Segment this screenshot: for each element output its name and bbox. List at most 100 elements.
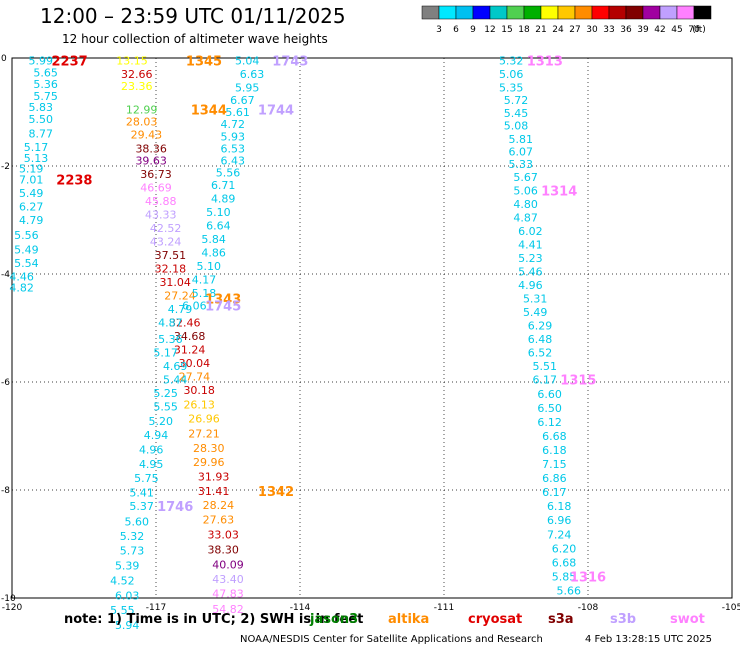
wave-height-point: 5.73: [120, 544, 145, 557]
wave-height-point: 5.94: [115, 619, 140, 632]
wave-height-point: 5.31: [523, 292, 548, 305]
wave-height-point: 5.45: [504, 107, 529, 120]
y-tick-label: -2: [1, 162, 10, 172]
satellite-legend-jason3: jason3: [310, 612, 359, 627]
wave-height-point: 43.40: [212, 573, 244, 586]
wave-height-point: 6.27: [19, 201, 44, 214]
scale-label: (ft): [692, 25, 706, 35]
wave-height-point: 38.36: [135, 143, 167, 156]
orbit-number-label: 1342: [258, 485, 294, 500]
wave-height-point: 5.20: [149, 415, 174, 428]
wave-height-point: 4.82: [9, 282, 34, 295]
wave-height-point: 5.95: [235, 82, 260, 95]
y-tick-label: -10: [1, 594, 16, 604]
wave-height-point: 4.87: [158, 317, 183, 330]
wave-height-point: 6.43: [221, 155, 246, 168]
wave-height-point: 5.35: [499, 82, 524, 95]
wave-height-point: 36.73: [140, 168, 172, 181]
scale-label: 9: [470, 25, 476, 35]
wave-height-point: 54.82: [212, 603, 244, 616]
units-note: note: 1) Time is in UTC; 2) SWH is in fe…: [64, 612, 364, 627]
wave-height-point: 6.17: [533, 373, 558, 386]
wave-height-point: 6.52: [528, 346, 553, 359]
wave-height-point: 5.61: [225, 106, 250, 119]
satellite-legend-s3a: s3a: [548, 612, 574, 627]
wave-height-point: 31.93: [198, 471, 230, 484]
orbit-number-label: 1315: [560, 373, 596, 388]
wave-height-point: 26.96: [188, 413, 220, 426]
wave-height-point: 6.68: [552, 556, 577, 569]
wave-height-point: 38.30: [207, 543, 239, 556]
wave-height-point: 6.96: [547, 514, 572, 527]
wave-height-point: 5.93: [221, 130, 246, 143]
wave-height-point: 7.24: [547, 528, 572, 541]
wave-height-point: 6.18: [542, 444, 567, 457]
wave-height-point: 5.44: [163, 373, 188, 386]
timestamp: 4 Feb 13:28:15 UTC 2025: [585, 634, 712, 645]
wave-height-point: 4.96: [139, 444, 164, 457]
satellite-legend-swot: swot: [670, 612, 705, 627]
wave-height-point: 5.36: [33, 78, 58, 91]
satellite-legend-s3b: s3b: [610, 612, 637, 627]
wave-height-point: 6.86: [542, 472, 567, 485]
wave-height-point: 4.96: [518, 279, 543, 292]
wave-height-point: 4.79: [168, 303, 193, 316]
wave-height-point: 5.17: [24, 141, 49, 154]
wave-height-point: 30.04: [179, 357, 211, 370]
scale-label: 21: [535, 25, 546, 35]
wave-height-point: 47.83: [212, 588, 244, 601]
wave-height-point: 6.02: [518, 225, 543, 238]
wave-height-point: 5.83: [29, 101, 54, 114]
wave-height-point: 6.06: [182, 299, 207, 312]
wave-height-point: 5.75: [33, 90, 58, 103]
wave-height-point: 4.46: [9, 271, 34, 284]
wave-height-point: 5.51: [533, 360, 558, 373]
wave-height-point: 33.03: [207, 528, 239, 541]
wave-height-point: 4.94: [144, 429, 169, 442]
satellite-legend-cryosat: cryosat: [468, 612, 523, 627]
x-tick-label: -105: [722, 603, 740, 613]
orbit-number-label: 1344: [191, 103, 227, 118]
wave-height-point: 27.21: [188, 427, 220, 440]
wave-height-point: 5.85: [552, 570, 577, 583]
orbit-number-label: 2237: [52, 55, 88, 70]
wave-height-point: 4.72: [221, 118, 246, 131]
scale-label: 42: [654, 25, 665, 35]
wave-height-point: 4.87: [513, 211, 538, 224]
wave-height-point: 5.72: [504, 94, 529, 107]
wave-height-point: 5.19: [19, 163, 44, 176]
wave-height-point: 40.09: [212, 559, 244, 572]
x-tick-label: -108: [578, 603, 599, 613]
x-tick-label: -111: [434, 603, 454, 613]
wave-height-point: 5.50: [29, 113, 54, 126]
wave-height-point: 45.88: [145, 195, 177, 208]
wave-height-point: 34.68: [174, 330, 206, 343]
wave-height-point: 42.52: [150, 222, 182, 235]
wave-height-point: 5.67: [513, 171, 538, 184]
wave-height-point: 46.69: [140, 182, 172, 195]
wave-height-point: 4.79: [19, 214, 44, 227]
wave-height-point: 32.66: [121, 68, 153, 81]
wave-height-point: 6.53: [221, 143, 246, 156]
wave-height-point: 4.69: [163, 360, 188, 373]
scale-label: 33: [603, 25, 614, 35]
scale-label: 6: [453, 25, 459, 35]
wave-height-point: 43.33: [145, 209, 177, 222]
scale-label: 30: [586, 25, 598, 35]
wave-height-point: 6.60: [537, 388, 562, 401]
wave-height-point: 7.15: [542, 458, 567, 471]
wave-height-point: 13.15: [116, 55, 148, 68]
wave-height-point: 6.12: [537, 416, 562, 429]
scale-label: 45: [671, 25, 682, 35]
wave-height-point: 29.43: [131, 129, 163, 142]
wave-height-point: 27.63: [203, 514, 235, 527]
orbit-number-label: 1316: [570, 570, 606, 585]
wave-height-point: 31.24: [174, 344, 206, 357]
credit-text: NOAA/NESDIS Center for Satellite Applica…: [240, 634, 543, 645]
wave-height-point: 5.06: [499, 68, 524, 81]
wave-height-point: 4.80: [513, 198, 538, 211]
wave-height-point: 5.10: [206, 206, 231, 219]
wave-height-point: 6.64: [206, 219, 231, 232]
wave-height-point: 4.95: [139, 458, 164, 471]
wave-height-point: 23.36: [121, 80, 153, 93]
